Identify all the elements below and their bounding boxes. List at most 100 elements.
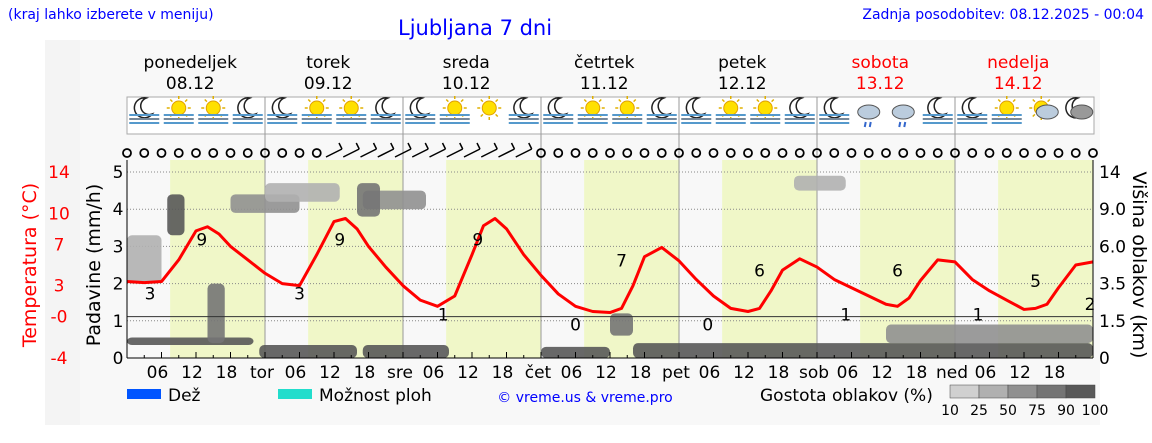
- sun-shape: [619, 100, 635, 116]
- sun-shape: [585, 100, 601, 116]
- sun-ray: [721, 98, 725, 103]
- moon-fog-icon: [508, 97, 539, 124]
- sun-ray: [583, 98, 587, 103]
- day-date: 13.12: [856, 74, 905, 94]
- calm-wind-icon: [139, 148, 150, 158]
- sun-ray: [756, 98, 760, 103]
- calm-wind-icon: [708, 148, 719, 158]
- moon-fog-icon: [957, 97, 988, 124]
- rain-drop: [868, 121, 872, 128]
- x-tick-label: 12: [595, 363, 617, 383]
- calm-wind-icon: [846, 148, 857, 158]
- sun-ray: [598, 98, 602, 103]
- moon-shape: [513, 97, 534, 119]
- sun-fog-icon: [991, 96, 1022, 124]
- x-tick-label: 18: [906, 363, 928, 383]
- day-name: ponedeljek: [144, 53, 238, 73]
- sun-fog-icon: [301, 96, 332, 124]
- temp-axis-strip: [45, 40, 80, 425]
- moon-shape: [375, 97, 396, 119]
- x-tick-label: čet: [525, 363, 552, 383]
- moon-shape: [823, 97, 845, 119]
- credit-link[interactable]: © vreme.us & vreme.pro: [497, 390, 672, 406]
- moon-fog-icon: [646, 97, 677, 124]
- sun-icon: [477, 96, 502, 120]
- temp-tick-label: 7: [54, 235, 65, 255]
- cloud-height-tick-label: 9.0: [1099, 200, 1126, 220]
- day-name: četrtek: [574, 53, 635, 73]
- sun-fog-icon: [439, 96, 470, 124]
- day-name: petek: [718, 53, 766, 73]
- cloud-rain-icon: [891, 104, 915, 128]
- cloud-density-scale-label: 90: [1057, 403, 1075, 419]
- cloud-density-scale-label: 50: [999, 403, 1017, 419]
- cloud-density-swatch: [949, 384, 980, 399]
- calm-wind-icon: [294, 148, 305, 158]
- calm-wind-icon: [743, 148, 753, 158]
- calm-wind-icon: [622, 148, 633, 158]
- daylight-band: [446, 160, 541, 358]
- sun-fog-icon: [715, 96, 746, 124]
- x-tick-label: 06: [147, 363, 169, 383]
- precip-tick-label: 4: [113, 200, 124, 220]
- sun-shape: [757, 100, 773, 116]
- moon-fog-icon: [922, 97, 953, 124]
- wind-barb-icon: [360, 142, 378, 158]
- day-name: sreda: [443, 53, 490, 73]
- calm-wind-icon: [812, 148, 822, 158]
- sun-shape: [309, 100, 325, 116]
- x-tick-label: 12: [181, 363, 203, 383]
- temperature-label: 2: [1085, 295, 1096, 315]
- rain-drop: [863, 121, 867, 128]
- calm-wind-icon: [1019, 148, 1029, 158]
- calm-wind-icon: [570, 148, 581, 158]
- x-tick-label: 06: [285, 363, 307, 383]
- moon-shape: [961, 97, 983, 119]
- x-tick-label: 12: [733, 363, 755, 383]
- wind-barb-icon: [498, 142, 516, 158]
- cloud-density-swatch: [978, 384, 1009, 399]
- cloud-patch: [127, 337, 254, 345]
- sun-cloud-icon: [1029, 96, 1059, 120]
- sun-ray: [219, 98, 223, 103]
- moon-shape: [685, 97, 707, 119]
- x-tick-label: 18: [492, 363, 514, 383]
- wind-barb-icon: [463, 142, 481, 158]
- sun-shape: [205, 100, 221, 116]
- cloud-shape: [1035, 104, 1059, 120]
- moon-shape: [133, 97, 155, 119]
- sun-ray: [480, 113, 484, 118]
- calm-wind-icon: [605, 148, 615, 158]
- cloud-height-tick-label: 3.5: [1099, 275, 1126, 295]
- cloud-patch: [886, 324, 1093, 344]
- moon-shape: [789, 97, 810, 119]
- day-name: sobota: [851, 53, 909, 73]
- sun-fog-icon: [612, 96, 643, 124]
- sun-ray: [1047, 98, 1051, 103]
- calm-wind-icon: [277, 148, 288, 158]
- calm-wind-icon: [881, 148, 891, 158]
- temperature-label: 9: [334, 231, 345, 251]
- wind-barb-icon: [394, 142, 412, 158]
- calm-wind-icon: [932, 148, 943, 158]
- precip-tick-label: 5: [113, 163, 124, 183]
- cloud-density-swatch: [1065, 384, 1096, 399]
- calm-wind-icon: [1070, 148, 1081, 158]
- temperature-label: 0: [570, 316, 581, 336]
- temperature-label: 9: [196, 231, 207, 251]
- cloud-patch: [794, 175, 846, 191]
- moon-fog-icon: [129, 97, 160, 124]
- calm-wind-icon: [898, 148, 909, 158]
- wind-barb-icon: [480, 142, 498, 158]
- sun-ray: [445, 98, 449, 103]
- day-date: 09.12: [304, 74, 353, 94]
- sun-ray: [169, 98, 173, 103]
- moon-fog-icon: [543, 97, 574, 124]
- calm-wind-icon: [915, 148, 926, 158]
- sun-shape: [343, 100, 359, 116]
- sun-ray: [357, 98, 361, 103]
- moon-shape: [271, 97, 293, 119]
- temp-tick-label: 10: [48, 204, 70, 224]
- day-name: torek: [306, 53, 350, 73]
- wind-barb-icon: [377, 142, 395, 158]
